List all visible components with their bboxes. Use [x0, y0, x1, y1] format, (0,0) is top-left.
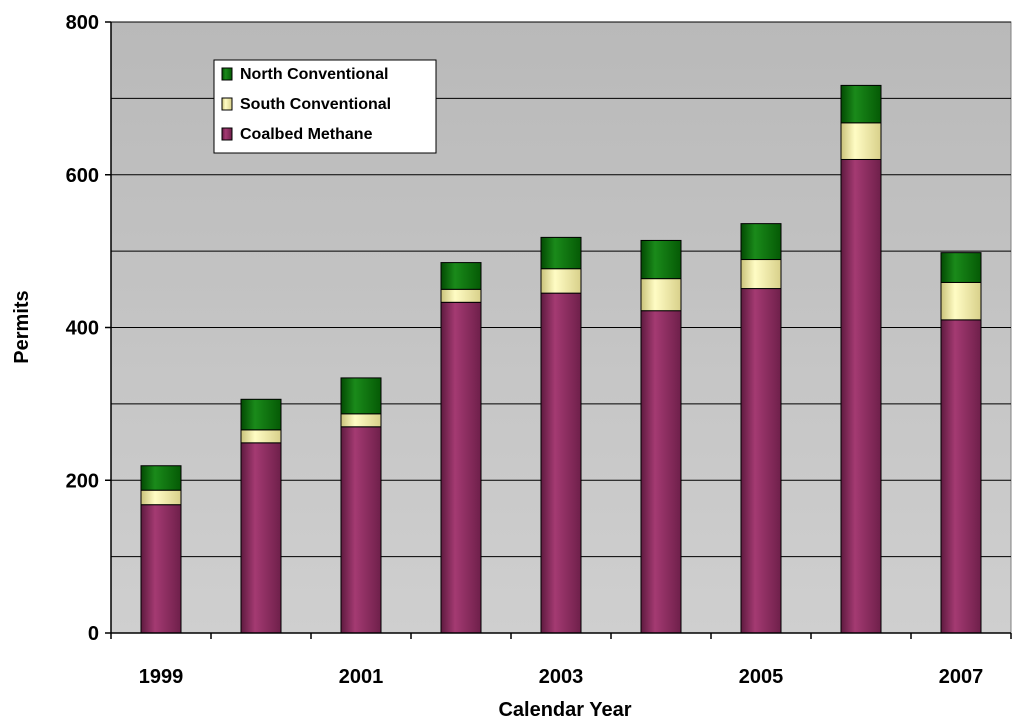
bar-coalbed-methane-2004	[640, 310, 682, 634]
y-axis-title: Permits	[11, 290, 33, 363]
y-tick-label: 800	[66, 12, 99, 34]
y-axis-ticks: 0 200 400 600 800	[66, 12, 111, 645]
bar-coalbed-methane-2007	[940, 319, 982, 634]
legend-swatch-coalbed-methane	[221, 127, 233, 141]
legend: North Conventional South Conventional Co…	[213, 59, 437, 154]
bar-north-conventional-2004	[640, 239, 682, 280]
legend-label-coalbed-methane: Coalbed Methane	[240, 126, 373, 143]
y-tick-label: 600	[66, 165, 99, 187]
x-tick-label: 2005	[739, 666, 784, 688]
x-axis-title: Calendar Year	[498, 699, 631, 721]
bar-south-conventional-2005	[740, 259, 782, 290]
legend-label-south-conventional: South Conventional	[240, 96, 391, 113]
bars	[140, 84, 982, 634]
bar-coalbed-methane-2005	[740, 288, 782, 634]
x-tick-label: 2003	[539, 666, 584, 688]
bar-south-conventional-2002	[440, 288, 482, 303]
bar-north-conventional-2007	[940, 252, 982, 283]
bar-south-conventional-1999	[140, 489, 182, 506]
bar-north-conventional-2001	[340, 377, 382, 415]
legend-box	[213, 59, 437, 154]
bar-north-conventional-2006	[840, 84, 882, 124]
bar-north-conventional-2005	[740, 223, 782, 261]
x-tick-label: 1999	[139, 666, 184, 688]
bar-south-conventional-2006	[840, 122, 882, 160]
y-tick-label: 0	[88, 623, 99, 645]
y-tick-label: 200	[66, 470, 99, 492]
legend-swatch-south-conventional	[221, 97, 233, 111]
bar-coalbed-methane-2000	[240, 442, 282, 634]
bar-north-conventional-2002	[440, 262, 482, 290]
bar-south-conventional-2001	[340, 413, 382, 428]
x-tick-label: 2001	[339, 666, 384, 688]
bar-south-conventional-2003	[540, 268, 582, 294]
bar-north-conventional-2000	[240, 398, 282, 431]
bar-coalbed-methane-2006	[840, 158, 882, 634]
legend-swatch-north-conventional	[221, 67, 233, 81]
bar-coalbed-methane-1999	[140, 504, 182, 634]
x-axis-ticks: 1999 2001 2003 2005 2007	[110, 633, 1012, 688]
bar-south-conventional-2007	[940, 281, 982, 321]
bar-north-conventional-2003	[540, 236, 582, 270]
y-tick-label: 400	[66, 318, 99, 340]
bar-coalbed-methane-2003	[540, 292, 582, 634]
bar-north-conventional-1999	[140, 465, 182, 491]
bar-south-conventional-2000	[240, 429, 282, 444]
bar-coalbed-methane-2001	[340, 426, 382, 634]
bar-south-conventional-2004	[640, 278, 682, 312]
x-tick-label: 2007	[939, 666, 984, 688]
legend-label-north-conventional: North Conventional	[240, 66, 388, 83]
bar-coalbed-methane-2002	[440, 301, 482, 634]
